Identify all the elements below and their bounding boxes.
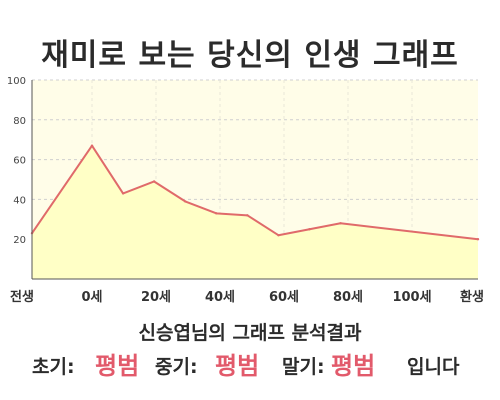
data-point [277, 234, 280, 237]
x-tick-label: 80세 [333, 290, 363, 305]
x-tick-label: 전생 [10, 289, 34, 305]
data-point [339, 222, 342, 225]
analysis-result: 초기: 평범 중기: 평범 말기: 평범 입니다 [0, 344, 500, 384]
data-point [308, 228, 311, 231]
x-tick-label: 100세 [392, 290, 431, 305]
data-point [246, 214, 249, 217]
y-tick-label: 100 [7, 76, 26, 87]
data-point [121, 192, 125, 195]
y-tick-label: 80 [13, 116, 26, 127]
y-tick-label: 40 [13, 195, 26, 206]
area-fill [32, 145, 478, 279]
life-graph-chart: 20 40 60 80 100 전생 0세 20세 40세 60세 80세 100세 환생 [7, 76, 484, 305]
data-point [476, 238, 480, 241]
early-value: 평범 [95, 352, 140, 380]
x-tick-label: 20세 [141, 290, 171, 305]
data-point [152, 180, 156, 183]
late-label: 말기: [282, 356, 325, 378]
x-tick-label: 40세 [205, 290, 235, 305]
early-label: 초기: [32, 356, 75, 378]
middle-label: 중기: [155, 356, 198, 378]
ending-text: 입니다 [407, 356, 460, 378]
late-value: 평범 [331, 352, 376, 380]
y-tick-label: 60 [13, 156, 26, 167]
middle-value: 평범 [215, 352, 260, 380]
y-tick-label: 20 [13, 235, 26, 246]
x-tick-label: 환생 [460, 289, 484, 305]
analysis-heading: 신승엽님의 그래프 분석결과 [138, 322, 362, 344]
data-point [215, 212, 218, 215]
data-point [184, 200, 187, 203]
data-point [90, 144, 94, 147]
x-tick-label: 0세 [81, 290, 102, 305]
x-tick-label: 60세 [269, 290, 299, 305]
page-title: 재미로 보는 당신의 인생 그래프 [41, 38, 459, 73]
